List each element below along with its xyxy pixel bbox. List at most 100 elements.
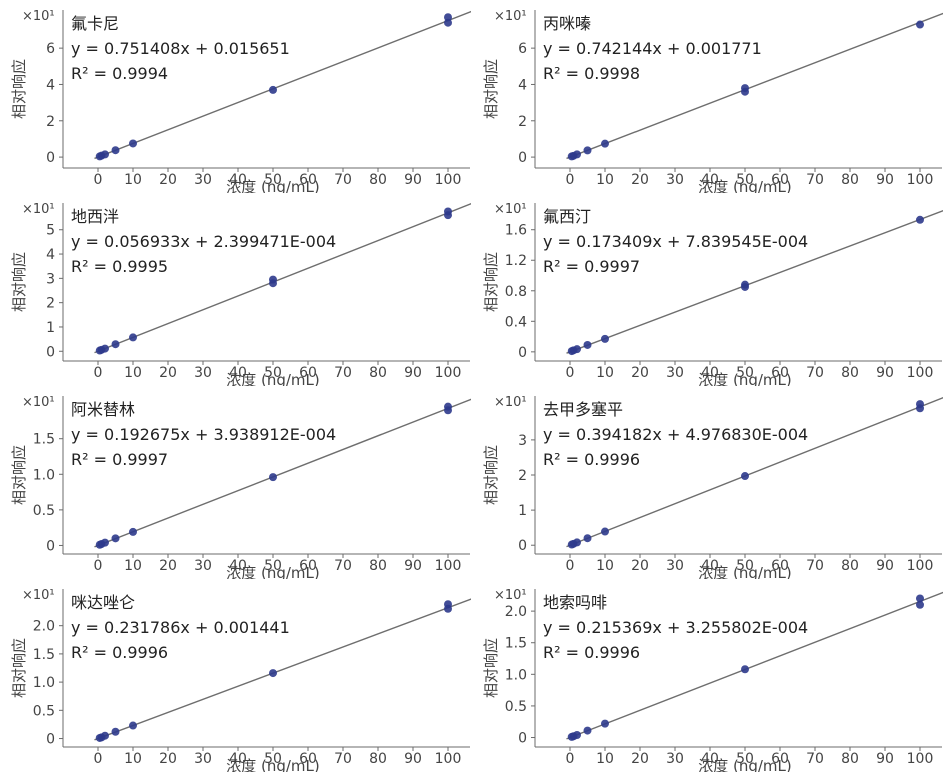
data-point	[741, 665, 749, 674]
data-point	[916, 400, 924, 409]
data-point	[741, 84, 749, 93]
r-squared: R² = 0.9996	[543, 643, 640, 662]
y-tick-label: 0	[518, 731, 527, 747]
data-point	[601, 719, 609, 728]
x-tick-label: 60	[299, 172, 317, 188]
r-squared: R² = 0.9995	[71, 257, 168, 276]
x-tick-label: 80	[841, 172, 859, 188]
x-tick-label: 60	[771, 751, 789, 767]
y-tick-label: 1.5	[33, 647, 55, 663]
x-tick-label: 100	[907, 558, 934, 574]
x-tick-label: 100	[907, 172, 934, 188]
regression-line	[94, 396, 477, 548]
x-axis-label: 浓度 (ng/mL)	[226, 178, 320, 193]
data-point	[101, 344, 109, 353]
x-tick-label: 80	[841, 558, 859, 574]
y-tick-label: 6	[518, 41, 527, 57]
x-tick-label: 90	[404, 751, 422, 767]
regression-equation: y = 0.742144x + 0.001771	[543, 39, 762, 58]
x-tick-label: 60	[299, 365, 317, 381]
y-tick-label: 2	[46, 114, 55, 130]
y-tick-label: 0.8	[505, 284, 527, 300]
data-point	[583, 726, 592, 735]
y-tick-label: 2.0	[505, 604, 527, 620]
chart-panel: 0 10 20 30 40 50 60 70 80 90 100 浓度 (ng/mL) 0 0.5 1.0 1…	[0, 386, 477, 582]
data-point	[601, 334, 609, 343]
y-axis-label: 相对响应	[482, 59, 500, 119]
x-tick-label: 50	[264, 751, 282, 767]
chart-panel: 0 10 20 30 40 50 60 70 80 90 100 浓度 (ng/mL) 0 1 2 3 4 5 相对…	[0, 193, 477, 389]
data-point	[129, 333, 137, 342]
chart-title: 阿米替林	[71, 400, 135, 419]
data-point	[601, 527, 609, 536]
x-axis-label: 浓度 (ng/mL)	[226, 564, 320, 579]
x-tick-label: 70	[806, 751, 824, 767]
y-tick-label: 0	[518, 538, 527, 554]
x-tick-label: 80	[369, 365, 387, 381]
x-tick-label: 50	[264, 172, 282, 188]
x-tick-label: 0	[94, 558, 103, 574]
x-tick-label: 0	[94, 751, 103, 767]
y-tick-label: 4	[518, 77, 527, 93]
y-axis-label: 相对响应	[482, 638, 500, 698]
x-tick-label: 30	[194, 172, 212, 188]
x-tick-label: 20	[159, 558, 177, 574]
y-tick-label: 0.4	[505, 314, 527, 330]
y-axis-label: 相对响应	[10, 445, 28, 505]
x-tick-label: 80	[369, 172, 387, 188]
y-tick-label: 1.2	[505, 253, 527, 269]
data-point	[573, 150, 581, 159]
x-tick-label: 90	[876, 365, 894, 381]
y-tick-label: 1	[46, 320, 55, 336]
chart-panel: 0 10 20 30 40 50 60 70 80 90 100 浓度 (ng/mL) 0 2 4 6 相对响应…	[0, 0, 477, 196]
y-tick-label: 1.6	[505, 223, 527, 239]
data-point	[129, 139, 137, 148]
data-point	[444, 13, 452, 22]
x-tick-label: 60	[299, 751, 317, 767]
x-tick-label: 100	[435, 558, 462, 574]
x-tick-label: 100	[435, 365, 462, 381]
data-point	[916, 600, 924, 609]
data-point	[129, 527, 137, 536]
y-axis-label: 相对响应	[482, 445, 500, 505]
y-axis-multiplier: ×10¹	[494, 9, 527, 24]
x-tick-label: 30	[194, 558, 212, 574]
chart-panel: 0 10 20 30 40 50 60 70 80 90 100 浓度 (ng/mL) 0 1 2 3 相对响应…	[472, 386, 943, 582]
y-axis-multiplier: ×10¹	[494, 202, 527, 217]
x-tick-label: 10	[124, 172, 142, 188]
data-point	[741, 280, 749, 289]
data-point	[573, 730, 581, 739]
x-tick-label: 20	[159, 365, 177, 381]
y-tick-label: 6	[46, 41, 55, 57]
x-tick-label: 40	[701, 751, 719, 767]
y-tick-label: 0.5	[33, 503, 55, 519]
x-tick-label: 10	[596, 365, 614, 381]
regression-equation: y = 0.056933x + 2.399471E-004	[71, 232, 336, 251]
x-tick-label: 60	[299, 558, 317, 574]
data-point	[101, 538, 109, 547]
data-point	[444, 600, 452, 609]
x-tick-label: 100	[907, 365, 934, 381]
y-axis-label: 相对响应	[10, 638, 28, 698]
data-point	[583, 146, 592, 155]
x-tick-label: 30	[666, 172, 684, 188]
x-tick-label: 40	[701, 365, 719, 381]
regression-line	[566, 12, 943, 160]
chart-panel: 0 10 20 30 40 50 60 70 80 90 100 浓度 (ng/mL) 0 2 4 6 相对响应…	[472, 0, 943, 196]
x-tick-label: 20	[631, 558, 649, 574]
y-tick-label: 1	[518, 503, 527, 519]
y-axis-multiplier: ×10¹	[22, 395, 55, 410]
x-tick-label: 70	[806, 365, 824, 381]
y-axis-multiplier: ×10¹	[22, 9, 55, 24]
y-tick-label: 0	[46, 344, 55, 360]
x-tick-label: 20	[159, 751, 177, 767]
y-tick-label: 3	[518, 433, 527, 449]
data-point	[269, 669, 277, 678]
chart-svg: 0 10 20 30 40 50 60 70 80 90 100 浓度 (ng/mL) 0 1 2 3 相对响应…	[482, 395, 943, 582]
data-point	[111, 146, 120, 155]
y-tick-label: 1.0	[505, 667, 527, 683]
y-tick-label: 2	[46, 296, 55, 312]
chart-title: 咪达唑仑	[71, 593, 135, 612]
y-tick-label: 0	[46, 150, 55, 166]
